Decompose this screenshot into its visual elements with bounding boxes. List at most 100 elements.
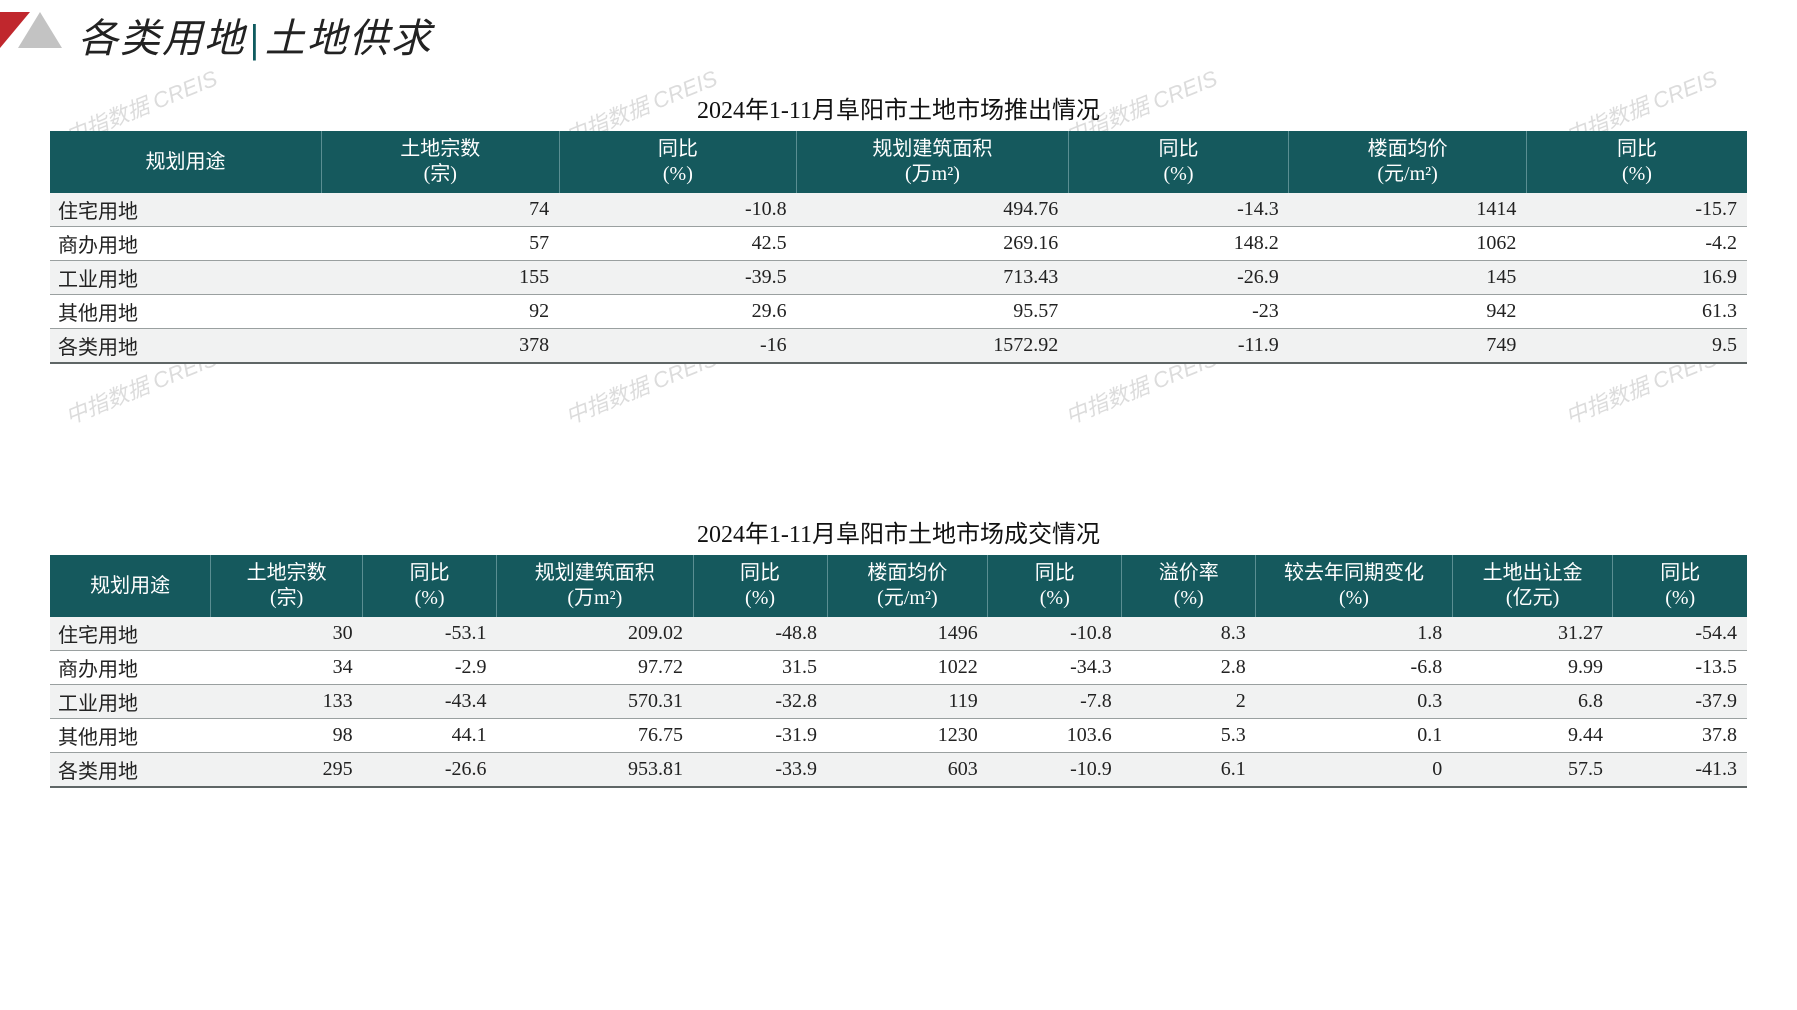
cell-value: -26.9 (1068, 261, 1289, 295)
row-label: 其他用地 (50, 719, 211, 753)
column-header-line2: (%) (564, 162, 793, 187)
table-row: 工业用地155-39.5713.43-26.914516.9 (50, 261, 1747, 295)
cell-value: 1230 (827, 719, 988, 753)
table-row: 住宅用地30-53.1209.02-48.81496-10.88.31.831.… (50, 617, 1747, 651)
column-header-line1: 楼面均价 (1293, 137, 1522, 162)
cell-value: 1022 (827, 651, 988, 685)
column-header-line2: (万m²) (501, 586, 688, 611)
column-header-line2: (宗) (215, 586, 358, 611)
column-header-line2: (元/m²) (832, 586, 984, 611)
cell-value: 570.31 (497, 685, 693, 719)
column-header-line1: 同比 (1073, 137, 1285, 162)
cell-value: 953.81 (497, 753, 693, 788)
cell-value: 98 (211, 719, 363, 753)
cell-value: 209.02 (497, 617, 693, 651)
row-label: 住宅用地 (50, 617, 211, 651)
cell-value: 148.2 (1068, 227, 1289, 261)
column-header: 规划用途 (50, 555, 211, 617)
column-header-line1: 同比 (992, 561, 1117, 586)
column-header: 同比(%) (1068, 131, 1289, 193)
column-header: 同比(%) (559, 131, 797, 193)
cell-value: -7.8 (988, 685, 1122, 719)
table-row: 工业用地133-43.4570.31-32.8119-7.820.36.8-37… (50, 685, 1747, 719)
column-header-line1: 规划建筑面积 (801, 137, 1064, 162)
cell-value: 31.5 (693, 651, 827, 685)
cell-value: -32.8 (693, 685, 827, 719)
column-header: 土地出让金(亿元) (1452, 555, 1613, 617)
row-label: 住宅用地 (50, 193, 322, 227)
column-header: 规划建筑面积(万m²) (797, 131, 1069, 193)
cell-value: 57.5 (1452, 753, 1613, 788)
cell-value: -6.8 (1256, 651, 1452, 685)
cell-value: 0.1 (1256, 719, 1452, 753)
table-launch: 规划用途土地宗数(宗)同比(%)规划建筑面积(万m²)同比(%)楼面均价(元/m… (50, 131, 1747, 364)
cell-value: 269.16 (797, 227, 1069, 261)
cell-value: -4.2 (1526, 227, 1747, 261)
table-row: 商办用地5742.5269.16148.21062-4.2 (50, 227, 1747, 261)
column-header-line1: 土地宗数 (326, 137, 555, 162)
column-header-line1: 较去年同期变化 (1260, 561, 1447, 586)
column-header-line1: 土地出让金 (1457, 561, 1609, 586)
cell-value: 2 (1122, 685, 1256, 719)
column-header-line1: 同比 (1617, 561, 1743, 586)
column-header-line2: (%) (1260, 586, 1447, 611)
cell-value: -34.3 (988, 651, 1122, 685)
table-deal: 规划用途土地宗数(宗)同比(%)规划建筑面积(万m²)同比(%)楼面均价(元/m… (50, 555, 1747, 788)
table-launch-caption: 2024年1-11月阜阳市土地市场推出情况 (50, 90, 1747, 125)
column-header-line1: 同比 (1531, 137, 1743, 162)
cell-value: 97.72 (497, 651, 693, 685)
column-header: 溢价率(%) (1122, 555, 1256, 617)
cell-value: 44.1 (363, 719, 497, 753)
column-header-line2: (宗) (326, 162, 555, 187)
cell-value: 16.9 (1526, 261, 1747, 295)
column-header-line1: 溢价率 (1126, 561, 1251, 586)
column-header: 同比(%) (363, 555, 497, 617)
spacer (50, 364, 1747, 514)
cell-value: 1572.92 (797, 329, 1069, 364)
cell-value: -23 (1068, 295, 1289, 329)
cell-value: -37.9 (1613, 685, 1747, 719)
cell-value: -39.5 (559, 261, 797, 295)
column-header: 楼面均价(元/m²) (827, 555, 988, 617)
cell-value: 76.75 (497, 719, 693, 753)
cell-value: 9.99 (1452, 651, 1613, 685)
cell-value: 713.43 (797, 261, 1069, 295)
column-header-line1: 同比 (367, 561, 492, 586)
cell-value: -41.3 (1613, 753, 1747, 788)
table-deal-block: 2024年1-11月阜阳市土地市场成交情况 规划用途土地宗数(宗)同比(%)规划… (50, 514, 1747, 788)
row-label: 各类用地 (50, 753, 211, 788)
cell-value: 61.3 (1526, 295, 1747, 329)
cell-value: -15.7 (1526, 193, 1747, 227)
cell-value: -11.9 (1068, 329, 1289, 364)
cell-value: -26.6 (363, 753, 497, 788)
row-label: 其他用地 (50, 295, 322, 329)
column-header-line1: 同比 (564, 137, 793, 162)
cell-value: 295 (211, 753, 363, 788)
cell-value: 0.3 (1256, 685, 1452, 719)
title-part-right: 土地供求 (265, 16, 433, 61)
cell-value: 37.8 (1613, 719, 1747, 753)
column-header-line2: (%) (698, 586, 823, 611)
cell-value: 1496 (827, 617, 988, 651)
cell-value: -48.8 (693, 617, 827, 651)
column-header-line2: (%) (1531, 162, 1743, 187)
cell-value: 378 (322, 329, 560, 364)
row-label: 商办用地 (50, 651, 211, 685)
cell-value: 9.44 (1452, 719, 1613, 753)
table-launch-block: 2024年1-11月阜阳市土地市场推出情况 规划用途土地宗数(宗)同比(%)规划… (50, 90, 1747, 364)
cell-value: 6.1 (1122, 753, 1256, 788)
cell-value: 1.8 (1256, 617, 1452, 651)
column-header-line2: (万m²) (801, 162, 1064, 187)
cell-value: 119 (827, 685, 988, 719)
page-title: 各类用地|土地供求 (78, 6, 433, 64)
logo-red-triangle (0, 12, 30, 48)
cell-value: 6.8 (1452, 685, 1613, 719)
cell-value: -10.8 (559, 193, 797, 227)
cell-value: 1062 (1289, 227, 1527, 261)
cell-value: 34 (211, 651, 363, 685)
cell-value: 42.5 (559, 227, 797, 261)
column-header: 同比(%) (988, 555, 1122, 617)
column-header-line2: (%) (367, 586, 492, 611)
cell-value: -43.4 (363, 685, 497, 719)
cell-value: 92 (322, 295, 560, 329)
